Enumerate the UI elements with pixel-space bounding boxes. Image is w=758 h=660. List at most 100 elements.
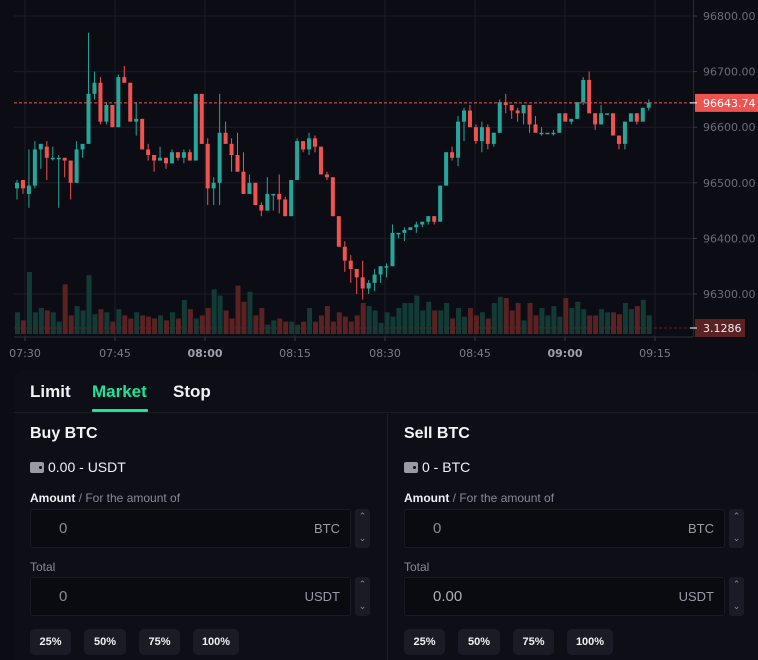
candle-body[interactable]	[211, 182, 216, 189]
candle-body[interactable]	[587, 79, 592, 114]
candle-body[interactable]	[366, 282, 371, 289]
candle-body[interactable]	[98, 82, 103, 122]
candle-body[interactable]	[205, 143, 210, 189]
sell-100-button[interactable]: 100%	[567, 629, 613, 655]
buy-total-stepper[interactable]: ⌃ ⌄	[355, 577, 370, 616]
buy-25-button[interactable]: 25%	[30, 629, 71, 655]
candle-body[interactable]	[575, 102, 580, 119]
candle-body[interactable]	[50, 157, 55, 160]
candle-body[interactable]	[324, 174, 329, 178]
candle-body[interactable]	[86, 93, 91, 144]
candle-body[interactable]	[402, 230, 407, 233]
candle-body[interactable]	[199, 93, 204, 144]
candle-body[interactable]	[15, 182, 19, 189]
candle-body[interactable]	[26, 185, 31, 194]
buy-amount-value[interactable]: 0	[59, 520, 68, 537]
candle-body[interactable]	[515, 110, 520, 114]
tab-market[interactable]: Market	[92, 382, 147, 401]
candle-body[interactable]	[628, 113, 633, 122]
candle-body[interactable]	[593, 113, 598, 125]
candle-body[interactable]	[342, 246, 347, 261]
candle-body[interactable]	[438, 185, 443, 222]
candle-body[interactable]	[181, 152, 186, 158]
candle-body[interactable]	[348, 260, 353, 269]
candle-body[interactable]	[485, 127, 490, 144]
buy-50-button[interactable]: 50%	[84, 629, 126, 655]
candle-body[interactable]	[56, 157, 61, 160]
candle-body[interactable]	[539, 132, 544, 135]
candle-body[interactable]	[259, 205, 264, 211]
candle-body[interactable]	[74, 149, 79, 183]
candle-body[interactable]	[545, 132, 550, 135]
candle-body[interactable]	[187, 152, 192, 161]
candle-body[interactable]	[450, 152, 455, 158]
candle-body[interactable]	[223, 132, 228, 144]
candle-body[interactable]	[44, 146, 49, 158]
candle-body[interactable]	[253, 182, 258, 206]
candle-body[interactable]	[146, 149, 151, 155]
candle-body[interactable]	[140, 118, 145, 150]
candle-body[interactable]	[313, 138, 317, 147]
candle-body[interactable]	[414, 224, 419, 228]
candle-body[interactable]	[622, 121, 627, 144]
candle-body[interactable]	[432, 216, 437, 222]
sell-amount-stepper[interactable]: ⌃ ⌄	[729, 509, 744, 548]
candle-body[interactable]	[497, 102, 502, 133]
chevron-down-icon[interactable]: ⌄	[732, 534, 741, 544]
candle-body[interactable]	[80, 143, 85, 150]
buy-75-button[interactable]: 75%	[139, 629, 180, 655]
candle-body[interactable]	[175, 152, 180, 158]
candle-body[interactable]	[92, 82, 97, 94]
buy-100-button[interactable]: 100%	[193, 629, 239, 655]
sell-total-input[interactable]: 0.00 USDT	[404, 577, 725, 616]
candle-body[interactable]	[217, 132, 222, 183]
candle-body[interactable]	[384, 266, 389, 268]
candle-body[interactable]	[491, 132, 496, 144]
candle-body[interactable]	[277, 193, 282, 200]
candle-body[interactable]	[533, 124, 538, 133]
candle-body[interactable]	[295, 141, 300, 181]
chevron-down-icon[interactable]: ⌄	[358, 534, 367, 544]
candle-body[interactable]	[503, 102, 508, 105]
candle-body[interactable]	[557, 113, 562, 133]
chevron-down-icon[interactable]: ⌄	[732, 602, 741, 612]
price-chart[interactable]: 07:30 07:45 08:00 08:15 08:30 08:45 09:00 09:15…	[0, 0, 758, 370]
candle-body[interactable]	[634, 113, 639, 122]
candle-body[interactable]	[158, 157, 163, 161]
candle-body[interactable]	[479, 127, 484, 142]
candle-body[interactable]	[318, 146, 323, 175]
chevron-down-icon[interactable]: ⌄	[358, 602, 367, 612]
candle-body[interactable]	[301, 141, 306, 150]
sell-75-button[interactable]: 75%	[513, 629, 554, 655]
candle-body[interactable]	[426, 216, 431, 222]
candle-body[interactable]	[462, 110, 466, 122]
candle-body[interactable]	[420, 221, 425, 225]
candle-body[interactable]	[229, 143, 234, 155]
tab-stop[interactable]: Stop	[173, 382, 211, 401]
chevron-up-icon[interactable]: ⌃	[732, 512, 741, 522]
chevron-up-icon[interactable]: ⌃	[732, 580, 741, 590]
candle-body[interactable]	[378, 266, 383, 275]
candle-body[interactable]	[152, 155, 157, 161]
chevron-up-icon[interactable]: ⌃	[358, 512, 367, 522]
candle-body[interactable]	[408, 227, 413, 231]
candle-body[interactable]	[372, 274, 377, 283]
candle-body[interactable]	[509, 104, 514, 111]
candle-body[interactable]	[527, 104, 532, 125]
candlestick-chart[interactable]: 07:30 07:45 08:00 08:15 08:30 08:45 09:00 09:15…	[0, 0, 758, 370]
candle-body[interactable]	[265, 193, 270, 211]
tab-limit[interactable]: Limit	[30, 382, 71, 401]
candle-body[interactable]	[354, 268, 359, 278]
candle-body[interactable]	[62, 157, 67, 161]
candle-body[interactable]	[169, 152, 174, 164]
candle-body[interactable]	[330, 177, 335, 217]
candle-body[interactable]	[116, 77, 121, 128]
candle-body[interactable]	[289, 180, 294, 217]
candle-body[interactable]	[38, 143, 43, 150]
candle-body[interactable]	[521, 104, 526, 114]
candle-body[interactable]	[32, 149, 37, 186]
candle-body[interactable]	[271, 193, 276, 196]
candle-body[interactable]	[581, 79, 586, 103]
candle-body[interactable]	[390, 232, 395, 267]
candle-body[interactable]	[616, 135, 621, 144]
